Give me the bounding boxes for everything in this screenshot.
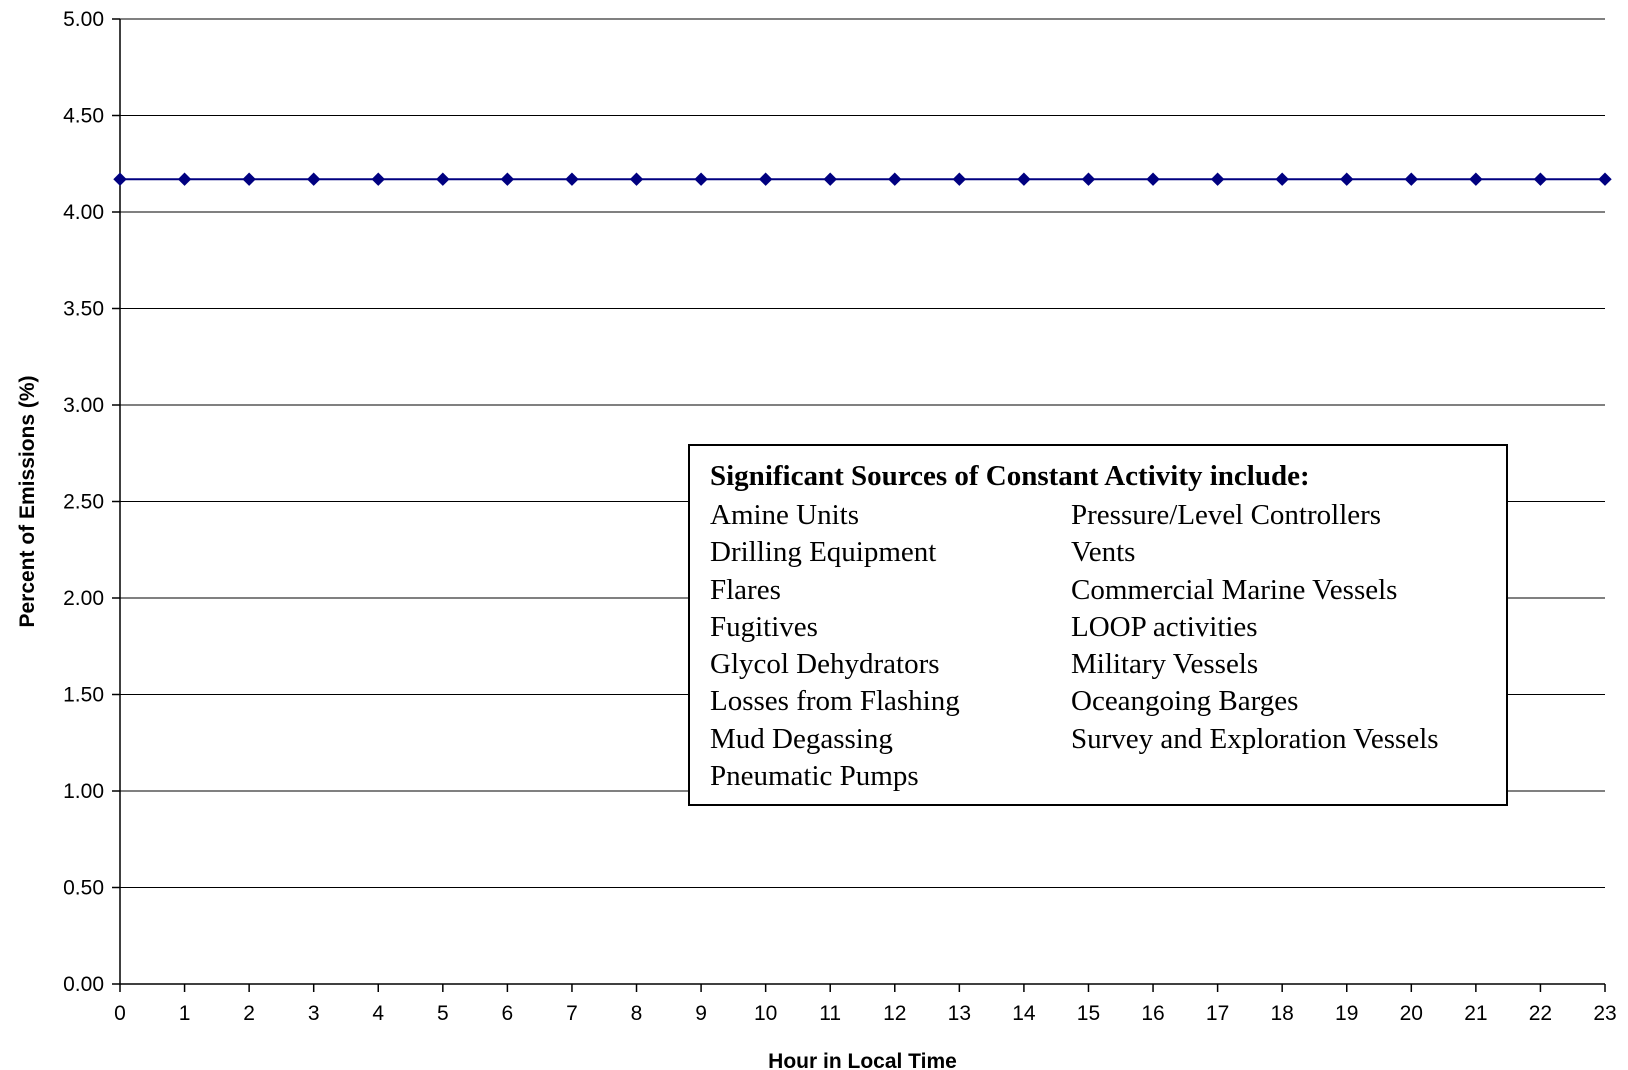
x-tick-label: 13 [948, 1002, 971, 1025]
y-tick-label: 5.00 [63, 8, 104, 31]
data-point [242, 172, 256, 186]
x-tick-label: 7 [566, 1002, 578, 1025]
x-tick-label: 4 [372, 1002, 384, 1025]
data-point [1146, 172, 1160, 186]
annotation-item: Commercial Marine Vessels [1071, 573, 1398, 606]
x-tick-label: 16 [1141, 1002, 1164, 1025]
x-tick-label: 3 [308, 1002, 320, 1025]
y-tick-label: 4.00 [63, 201, 104, 224]
data-point [1210, 172, 1225, 186]
data-point [1469, 172, 1483, 186]
y-tick-label: 1.50 [63, 684, 104, 707]
data-point [694, 172, 708, 186]
x-tick-label: 8 [631, 1002, 643, 1025]
annotation-item: Flares [710, 573, 781, 606]
annotation-item: Survey and Exploration Vessels [1071, 722, 1439, 755]
data-point [177, 172, 192, 186]
data-point [500, 172, 515, 186]
annotation-box: Significant Sources of Constant Activity… [688, 444, 1508, 806]
annotation-item: Fugitives [710, 610, 818, 643]
annotation-right-column: Pressure/Level Controllers Vents Commercia… [1071, 497, 1439, 758]
x-tick-label: 20 [1400, 1002, 1423, 1025]
annotation-item: Pressure/Level Controllers [1071, 499, 1382, 531]
data-point [758, 172, 773, 186]
annotation-item: Mud Degassing [710, 722, 893, 755]
x-tick-label: 15 [1077, 1002, 1100, 1025]
x-axis-title: Hour in Local Time [768, 1050, 957, 1070]
x-tick-label: 12 [883, 1002, 906, 1025]
data-point [371, 172, 385, 186]
x-tick-label: 11 [819, 1002, 841, 1025]
x-tick-label: 19 [1335, 1002, 1358, 1025]
data-point [1017, 172, 1031, 186]
y-tick-label: 2.00 [63, 587, 104, 610]
annotation-item: LOOP activities [1071, 610, 1258, 643]
y-tick-label: 4.50 [63, 105, 104, 128]
x-tick-label: 2 [243, 1002, 255, 1025]
x-tick-label: 5 [437, 1002, 449, 1025]
annotation-item: Vents [1071, 536, 1136, 569]
y-tick-labels: 0.00 0.50 1.00 1.50 2.00 2.50 3.00 3.50 4.00 4.50… [63, 8, 104, 996]
y-tick-label: 0.00 [63, 973, 104, 996]
annotation-item: Oceangoing Barges [1071, 685, 1299, 718]
y-tick-label: 1.00 [63, 780, 104, 803]
x-tick-label: 21 [1464, 1002, 1487, 1025]
data-point [306, 172, 321, 186]
data-point [1533, 172, 1548, 186]
annotation-item: Drilling Equipment [710, 536, 937, 569]
annotation-title: Significant Sources of Constant Activity… [710, 460, 1310, 492]
y-axis-title: Percent of Emissions (%) [16, 375, 39, 627]
x-tick-label: 14 [1012, 1002, 1036, 1025]
x-tick-label: 10 [754, 1002, 777, 1025]
data-point [1275, 172, 1289, 186]
data-point [823, 172, 837, 186]
data-point [1404, 172, 1419, 186]
y-tick-label: 2.50 [63, 491, 104, 514]
annotation-item: Losses from Flashing [710, 685, 960, 718]
x-tick-label: 23 [1593, 1002, 1616, 1025]
annotation-item: Glycol Dehydrators [710, 648, 940, 681]
annotation-item: Pneumatic Pumps [710, 760, 919, 793]
data-point [888, 172, 902, 186]
x-tick-label: 6 [502, 1002, 514, 1025]
x-tick-label: 0 [114, 1002, 126, 1025]
data-point [629, 172, 644, 186]
x-tick-label: 18 [1270, 1002, 1293, 1025]
annotation-item: Amine Units [710, 499, 860, 531]
data-point [952, 172, 967, 186]
data-point [1598, 172, 1612, 186]
data-point [113, 172, 127, 186]
series-line [113, 172, 1612, 186]
y-tick-label: 0.50 [63, 877, 104, 900]
annotation-left-column: Amine Units Drilling Equipment Flares Fugit… [710, 497, 960, 795]
annotation-item: Military Vessels [1071, 648, 1259, 681]
data-point [1340, 172, 1354, 186]
x-tick-label: 17 [1206, 1002, 1229, 1025]
x-tick-label: 1 [179, 1002, 191, 1025]
data-point [565, 172, 579, 186]
y-tick-label: 3.00 [63, 394, 104, 417]
y-tick-label: 3.50 [63, 298, 104, 321]
x-tick-label: 9 [695, 1002, 707, 1025]
data-point [436, 172, 450, 186]
x-tick-labels: 0 1 2 3 4 5 6 7 8 9 10 11 12 13 14 15 16 17 18 19 20 21 22 23 [114, 1002, 1617, 1025]
x-tick-label: 22 [1529, 1002, 1552, 1025]
data-point [1081, 172, 1096, 186]
